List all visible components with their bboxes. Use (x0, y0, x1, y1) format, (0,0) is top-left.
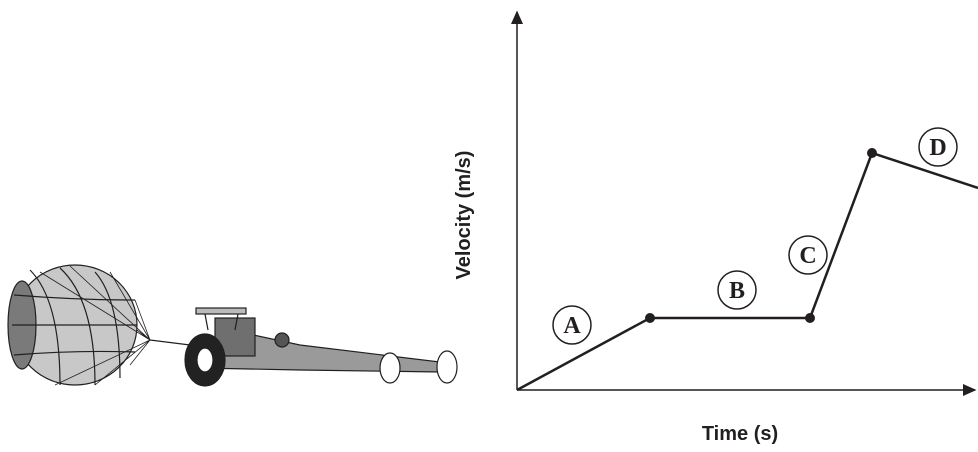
point (805, 313, 815, 323)
point (645, 313, 655, 323)
y-axis-label: Velocity (m/s) (453, 151, 475, 280)
drag-racer (7, 264, 458, 387)
label-circle (918, 127, 958, 167)
label-circle (717, 270, 757, 310)
velocity-line (516, 151, 978, 392)
x-axis-label: Time (s) (702, 423, 778, 445)
label-circle (788, 235, 828, 275)
label-circle (552, 305, 592, 345)
point (867, 148, 877, 158)
segment-labels: A B C D (552, 127, 958, 345)
segment-label: B (729, 278, 745, 304)
segment-label: A (563, 313, 581, 339)
segment-label: C (799, 243, 816, 269)
segment-label: D (929, 135, 946, 161)
